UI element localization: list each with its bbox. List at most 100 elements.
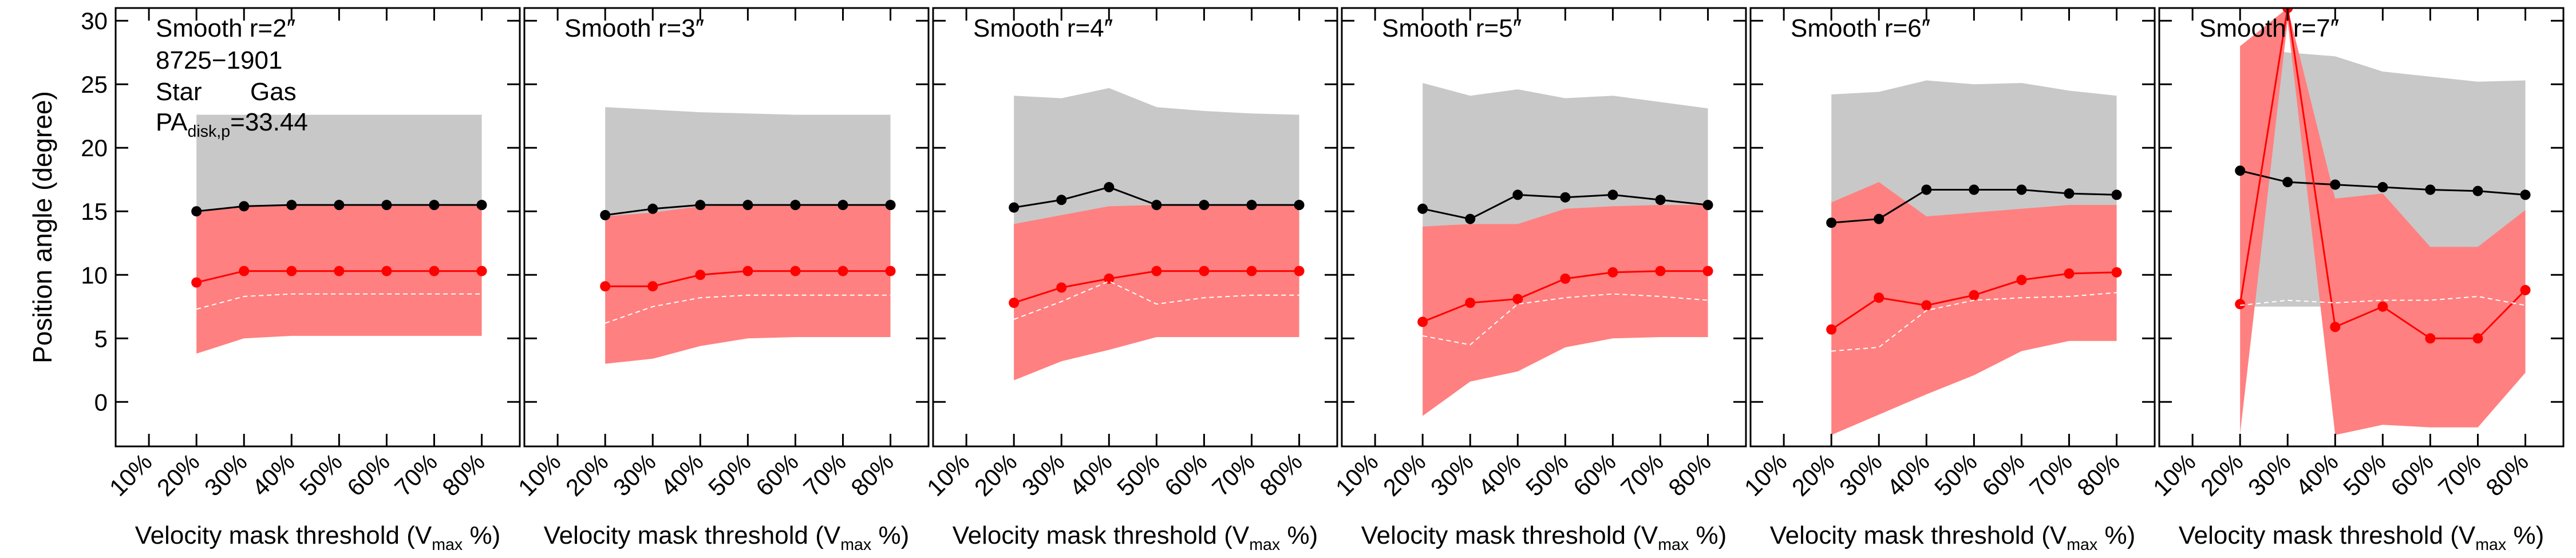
marker [742, 266, 753, 276]
x-tick-label: 40% [655, 448, 709, 501]
x-tick-label: 20% [2195, 448, 2249, 501]
marker [1104, 273, 1115, 284]
band [605, 205, 891, 364]
marker [1921, 184, 1932, 195]
x-tick-label: 30% [2243, 448, 2296, 501]
marker [2377, 182, 2388, 193]
marker [1246, 266, 1257, 276]
marker [2520, 284, 2531, 295]
marker [647, 281, 658, 292]
panel-title: Smooth r=3″ [564, 14, 704, 42]
marker [2111, 189, 2122, 200]
x-tick-label: 50% [703, 448, 756, 501]
marker [600, 209, 611, 220]
marker [2016, 275, 2027, 286]
x-tick-label: 10% [922, 448, 975, 501]
marker [1056, 282, 1067, 293]
label-subscript: disk,p [187, 122, 230, 141]
y-tick-label: 0 [94, 389, 108, 415]
panel-title: Smooth r=6″ [1791, 14, 1930, 42]
marker [1151, 266, 1162, 276]
x-tick-label: 20% [1787, 448, 1840, 501]
marker [1465, 298, 1476, 308]
marker [2235, 165, 2246, 176]
label: Velocity mask threshold (Vmax %) [1361, 521, 1726, 554]
axes-frame [523, 7, 930, 448]
marker [476, 200, 487, 211]
x-tick-label: 50% [1112, 448, 1165, 501]
annotation: 8725−1901 [156, 46, 282, 74]
marker [334, 200, 345, 211]
label-tail: %) [2097, 521, 2135, 549]
x-tick-label: 40% [247, 448, 300, 501]
x-tick-label: 40% [1064, 448, 1117, 501]
marker [885, 200, 896, 211]
legend-entry: Star [156, 78, 202, 106]
label: Velocity mask threshold (Vmax %) [953, 521, 1318, 554]
x-tick-label: 70% [389, 448, 442, 501]
x-tick-label: 30% [1017, 448, 1070, 501]
y-tick-label: 20 [81, 134, 108, 161]
label-tail: %) [871, 521, 909, 549]
band [1831, 182, 2117, 436]
x-tick-label: 10% [1330, 448, 1384, 501]
marker [2064, 188, 2075, 199]
marker [286, 200, 297, 211]
y-tick-label: 15 [81, 198, 108, 225]
x-tick-label: 70% [798, 448, 851, 501]
marker [695, 270, 706, 280]
marker [885, 266, 896, 276]
plot-area [2235, 8, 2531, 436]
panel-title: Smooth r=7″ [2199, 14, 2339, 42]
marker [286, 266, 297, 276]
x-tick-label: 60% [1568, 448, 1621, 501]
label-text: Velocity mask threshold (V [953, 521, 1250, 549]
panel-title: Smooth r=5″ [1382, 14, 1522, 42]
x-tick-label: 60% [342, 448, 395, 501]
plot-area [600, 107, 896, 364]
marker [2064, 268, 2075, 279]
marker [2472, 333, 2483, 344]
marker [429, 200, 440, 211]
marker [600, 281, 611, 292]
label-text: PA [156, 108, 188, 136]
x-tick-label: 70% [2024, 448, 2077, 501]
marker [1702, 266, 1713, 276]
marker [1009, 202, 1020, 213]
plot-area [1417, 82, 1713, 416]
dashed-line [1831, 292, 2117, 352]
plot-area [1826, 80, 2122, 436]
axes-frame [2158, 7, 2565, 448]
marker [1465, 213, 1476, 224]
marker [2016, 184, 2027, 195]
x-tick-label: 70% [1615, 448, 1669, 501]
label-text: Velocity mask threshold (V [1361, 521, 1658, 549]
axes-frame [932, 7, 1338, 448]
label-subscript: max [1658, 536, 1689, 554]
x-tick-label: 80% [2480, 448, 2534, 501]
marker [239, 266, 250, 276]
marker [647, 203, 658, 214]
label: Velocity mask threshold (Vmax %) [2179, 521, 2544, 554]
marker [1655, 195, 1666, 205]
label: Velocity mask threshold (Vmax %) [1770, 521, 2135, 554]
marker [1921, 300, 1932, 311]
y-tick-label: 25 [81, 71, 108, 98]
marker [790, 266, 801, 276]
x-tick-label: 50% [1520, 448, 1574, 501]
x-tick-label: 80% [846, 448, 899, 501]
marker [1417, 203, 1428, 214]
band [196, 205, 482, 354]
dashed-line [605, 294, 891, 324]
marker [837, 200, 848, 211]
marker [2330, 322, 2341, 333]
marker [239, 201, 250, 212]
label: PAdisk,p=33.44 [156, 108, 308, 141]
marker [2235, 299, 2246, 310]
x-tick-label: 50% [2338, 448, 2391, 501]
label-tail: %) [1280, 521, 1318, 549]
x-tick-label: 20% [1378, 448, 1431, 501]
marker [1512, 189, 1523, 200]
y-axis-label: Position angle (degree) [27, 91, 57, 363]
